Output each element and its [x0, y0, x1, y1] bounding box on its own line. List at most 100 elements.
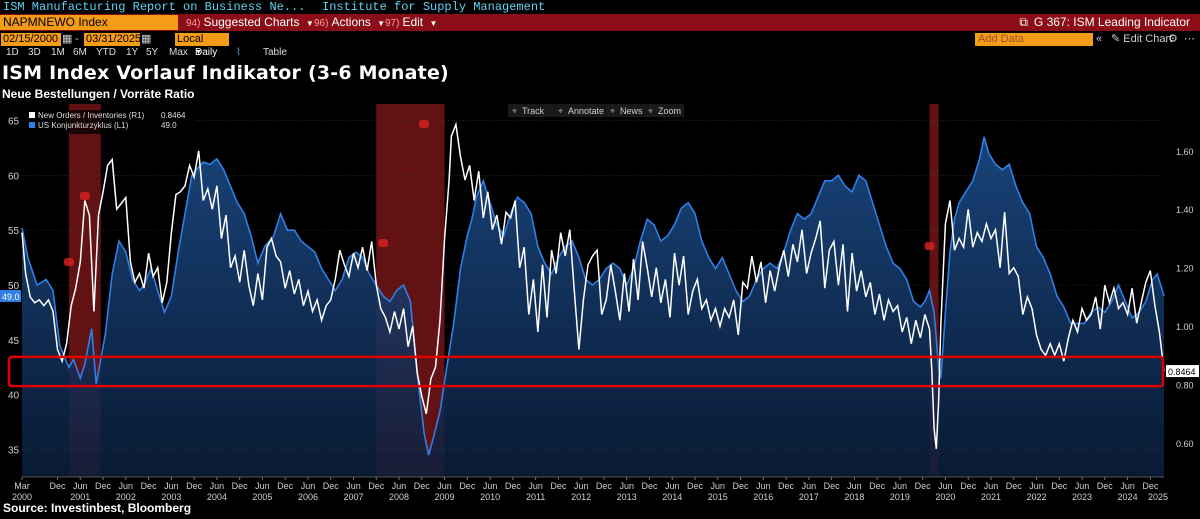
range-1y[interactable]: 1Y	[126, 47, 139, 58]
x-month-label: Dec	[459, 481, 476, 491]
recession-band	[68, 104, 101, 477]
actions-label: Actions	[331, 15, 371, 29]
actions-number: 96)	[314, 18, 329, 29]
calendar-icon[interactable]: ▦	[62, 33, 73, 45]
command-bar: NAPMNEWO Index 94) Suggested Charts ▼ 96)…	[0, 14, 1200, 31]
edit-chart-button[interactable]: ✎ Edit Chart	[1111, 32, 1172, 46]
zoom-icon[interactable]: ⌖	[648, 106, 653, 116]
left-last-value-badge	[0, 289, 21, 302]
currency-select[interactable]: Local CCY ▼	[175, 33, 229, 58]
ticker-input[interactable]: NAPMNEWO Index	[0, 15, 178, 30]
left-axis-tick: 35	[8, 446, 20, 457]
right-axis-tick: 1.20	[1176, 264, 1194, 274]
currency-label: Local CCY	[177, 33, 204, 58]
x-month-label: Jun	[164, 481, 179, 491]
x-year-label: 2014	[662, 492, 682, 502]
x-month-label: Jun	[847, 481, 862, 491]
gear-icon[interactable]: ⚙	[1168, 33, 1178, 45]
x-month-label: Jun	[346, 481, 361, 491]
start-date-input[interactable]: 02/15/2000	[1, 33, 61, 46]
recession-marker-icon	[419, 120, 430, 128]
x-year-label: 2013	[617, 492, 637, 502]
range-max[interactable]: Max	[169, 47, 188, 58]
x-year-label: 2019	[890, 492, 910, 502]
x-year-label: 2020	[935, 492, 955, 502]
x-month-label: Jun	[119, 481, 134, 491]
x-month-label: Jun	[301, 481, 316, 491]
x-month-label: Dec	[596, 481, 613, 491]
end-date-input[interactable]: 03/31/2025	[84, 33, 142, 46]
calendar-icon[interactable]: ▦	[141, 33, 152, 45]
track-icon[interactable]: ⌖	[512, 106, 517, 116]
actions-menu[interactable]: 96) Actions ▼	[314, 14, 385, 32]
annotate-tool[interactable]: Annotate	[568, 106, 604, 116]
edit-number: 97)	[385, 18, 400, 29]
x-year-label: 2005	[252, 492, 272, 502]
x-year-label: 2021	[981, 492, 1001, 502]
news-tool[interactable]: News	[620, 106, 643, 116]
range-1d[interactable]: 1D	[6, 47, 19, 58]
left-last-value-label: 49.0	[2, 292, 20, 302]
add-data-input[interactable]: Add Data	[975, 33, 1093, 46]
x-month-label: Jun	[483, 481, 498, 491]
series-area-konjunkturzyklus	[22, 136, 1164, 477]
recession-marker-icon	[63, 258, 74, 266]
left-axis-tick: 60	[8, 171, 20, 182]
chart-link-label: G 367: ISM Leading Indicator	[1033, 15, 1190, 29]
x-month-label: Jun	[802, 481, 817, 491]
x-month-label: Jun	[1075, 481, 1090, 491]
news-icon[interactable]: ⌖	[610, 106, 615, 116]
line-chart-icon[interactable]: ⌇	[236, 47, 241, 58]
collapse-icon[interactable]: «	[1096, 33, 1103, 45]
range-6m[interactable]: 6M	[73, 47, 87, 58]
x-month-label: Dec	[1051, 481, 1068, 491]
table-button[interactable]: Table	[263, 47, 287, 58]
report-title: ISM Manufacturing Report on Business Ne.…	[3, 0, 306, 14]
x-month-label: Jun	[528, 481, 543, 491]
legend-entry-value: 0.8464	[161, 111, 186, 120]
recession-band	[929, 104, 939, 477]
caret-down-icon: ▼	[195, 49, 202, 56]
left-axis-tick: 40	[8, 391, 20, 402]
x-year-label: 2010	[480, 492, 500, 502]
x-month-label: Dec	[550, 481, 567, 491]
x-year-label: 2008	[389, 492, 409, 502]
left-axis-tick: 50	[8, 281, 20, 292]
chart-link[interactable]: ⧉ G 367: ISM Leading Indicator	[1019, 14, 1190, 31]
zoom-tool[interactable]: Zoom	[658, 106, 681, 116]
tools-background	[508, 104, 684, 117]
suggested-charts-label: Suggested Charts	[203, 15, 300, 29]
x-month-label: Mar	[14, 481, 30, 491]
range-5y[interactable]: 5Y	[146, 47, 159, 58]
x-month-label: Dec	[960, 481, 977, 491]
x-month-label: Dec	[1142, 481, 1159, 491]
x-month-label: Dec	[824, 481, 841, 491]
x-year-label: 2004	[207, 492, 227, 502]
x-month-label: Jun	[1120, 481, 1135, 491]
track-tool[interactable]: Track	[522, 106, 545, 116]
recession-marker-icon	[378, 239, 389, 247]
pencil-icon: ✎	[1111, 33, 1121, 45]
x-month-label: Jun	[984, 481, 999, 491]
left-axis-tick: 55	[8, 226, 20, 237]
external-link-icon: ⧉	[1019, 15, 1028, 29]
range-3d[interactable]: 3D	[28, 47, 41, 58]
x-year-label: 2023	[1072, 492, 1092, 502]
chart-tools: ⌖ Track ⌖ Annotate ⌖ News ⌖ Zoom	[508, 104, 684, 117]
caret-down-icon: ▼	[429, 19, 438, 28]
range-ytd[interactable]: YTD	[96, 47, 116, 58]
suggested-charts-menu[interactable]: 94) Suggested Charts ▼	[186, 14, 314, 32]
range-1m[interactable]: 1M	[51, 47, 65, 58]
x-month-label: Jun	[756, 481, 771, 491]
range-bar: 1D 3D 1M 6M YTD 1Y 5Y Max Daily ▼ ⌇ Tabl…	[0, 46, 1200, 59]
x-month-label: Dec	[186, 481, 203, 491]
x-month-label: Dec	[1006, 481, 1023, 491]
more-options-icon[interactable]: ⋯	[1184, 33, 1195, 45]
x-year-label: 2018	[844, 492, 864, 502]
x-year-label: 2025	[1148, 492, 1168, 502]
right-last-value-label: 0.8464	[1168, 367, 1196, 377]
edit-menu[interactable]: 97) Edit ▼	[385, 14, 437, 32]
legend-entry-label: US Konjunkturzyklus (L1)	[38, 121, 129, 130]
x-month-label: Jun	[665, 481, 680, 491]
annotate-icon[interactable]: ⌖	[558, 106, 563, 116]
